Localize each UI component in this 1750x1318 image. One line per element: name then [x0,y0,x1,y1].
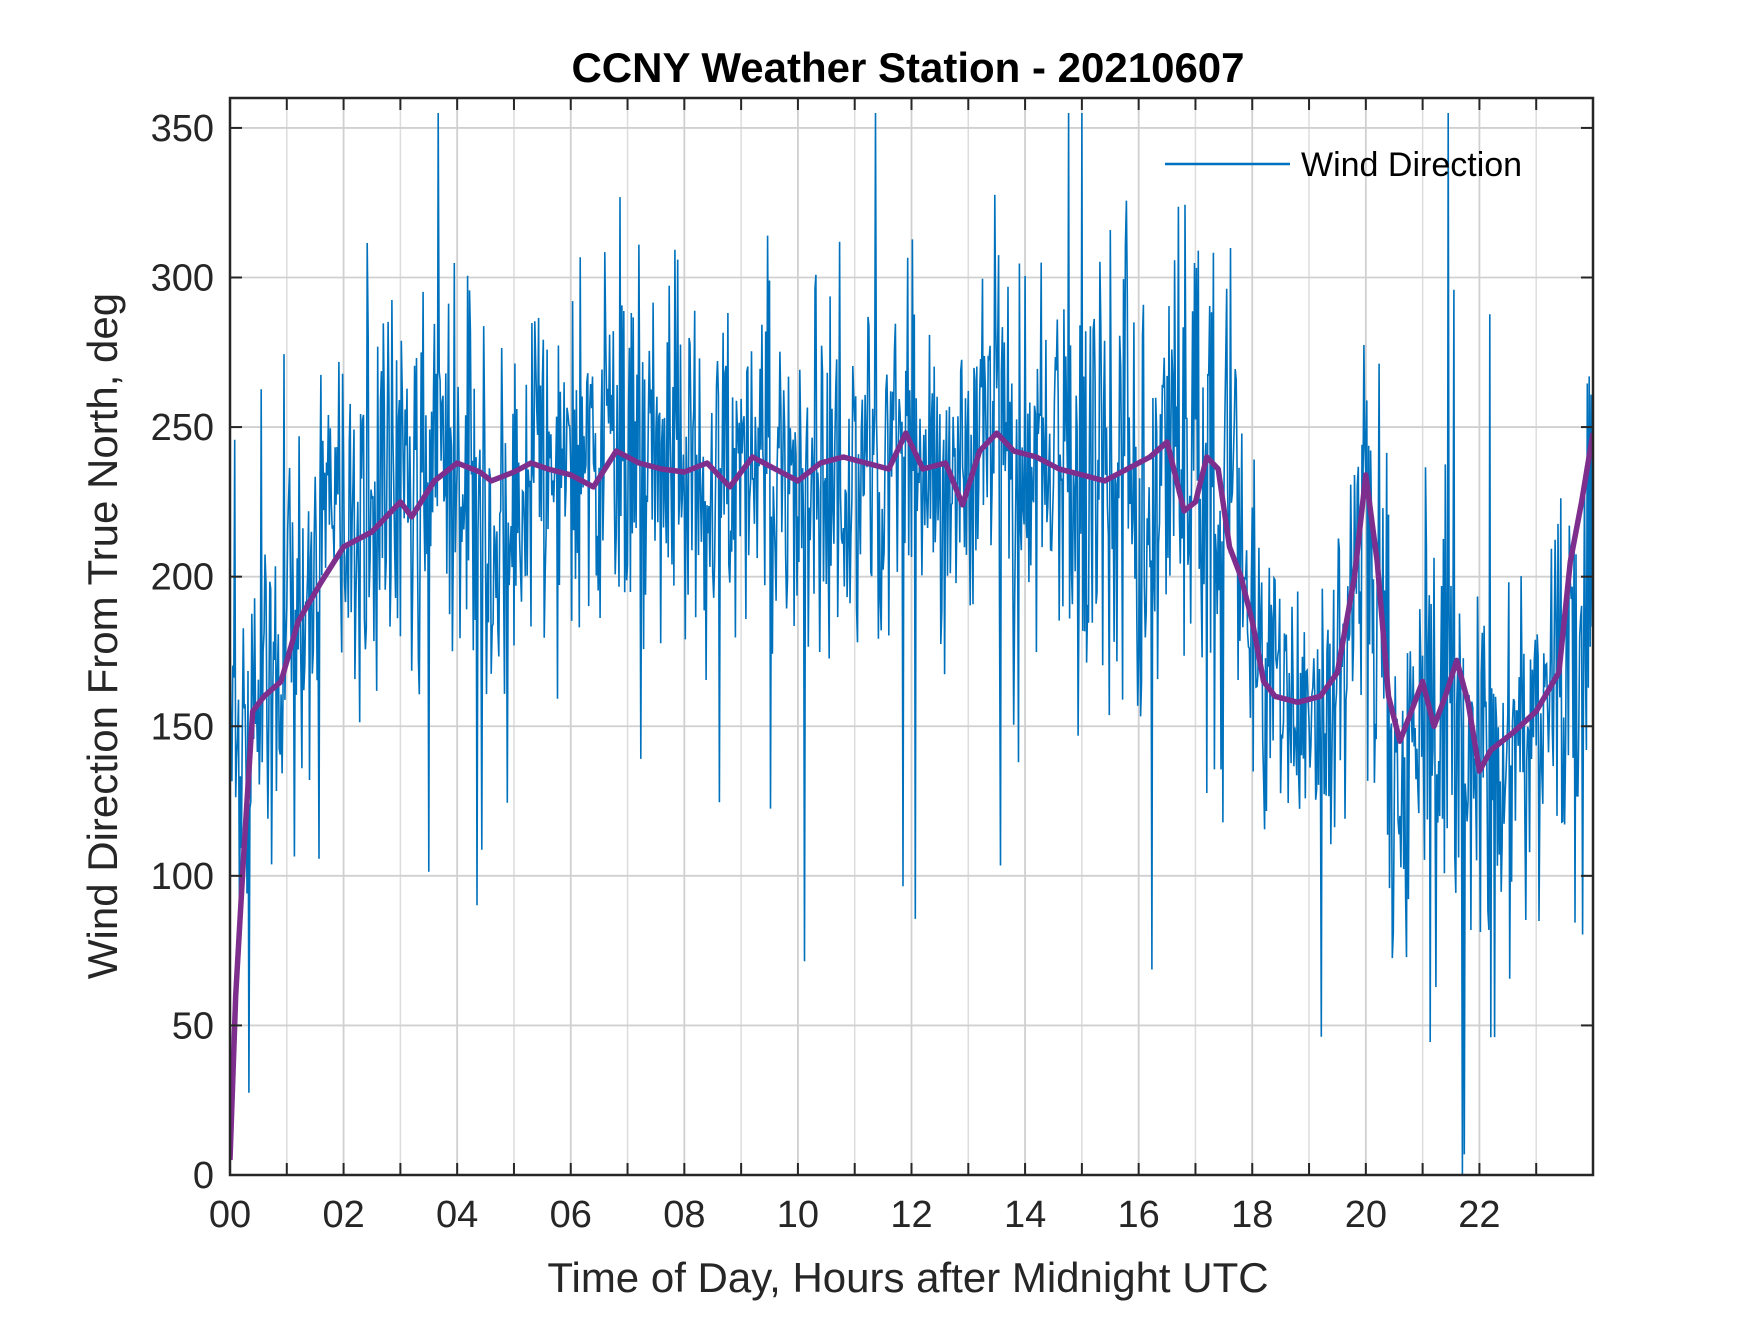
x-tick-labels: 00 02 04 06 08 10 12 14 16 18 20 22 [209,1194,1501,1236]
y-tick-label: 350 [151,108,214,150]
x-axis-label: Time of Day, Hours after Midnight UTC [547,1254,1268,1301]
axis-ticks [229,98,1594,1176]
x-tick-label: 10 [777,1194,819,1236]
y-tick-label: 100 [151,856,214,898]
x-tick-label: 12 [890,1194,932,1236]
y-tick-label: 250 [151,407,214,449]
x-tick-label: 20 [1345,1194,1387,1236]
x-tick-label: 04 [436,1194,478,1236]
y-tick-labels: 0 50 100 150 200 250 300 350 [151,108,214,1197]
x-tick-label: 18 [1231,1194,1273,1236]
legend: Wind Direction [1165,146,1522,184]
x-tick-label: 16 [1118,1194,1160,1236]
x-tick-label: 14 [1004,1194,1046,1236]
series-line-running-mean [230,430,1593,1161]
series-layer [230,112,1593,1175]
x-tick-label: 00 [209,1194,251,1236]
chart-title: CCNY Weather Station - 20210607 [571,44,1244,91]
x-tick-label: 08 [663,1194,705,1236]
y-tick-label: 50 [172,1005,214,1047]
legend-label-wind-direction: Wind Direction [1301,146,1522,184]
y-tick-label: 300 [151,258,214,300]
y-axis-label: Wind Direction From True North, deg [79,293,126,979]
x-tick-label: 02 [322,1194,364,1236]
y-tick-label: 0 [193,1155,214,1197]
x-tick-label: 06 [550,1194,592,1236]
y-tick-label: 150 [151,706,214,748]
y-tick-label: 200 [151,557,214,599]
x-tick-label: 22 [1458,1194,1500,1236]
